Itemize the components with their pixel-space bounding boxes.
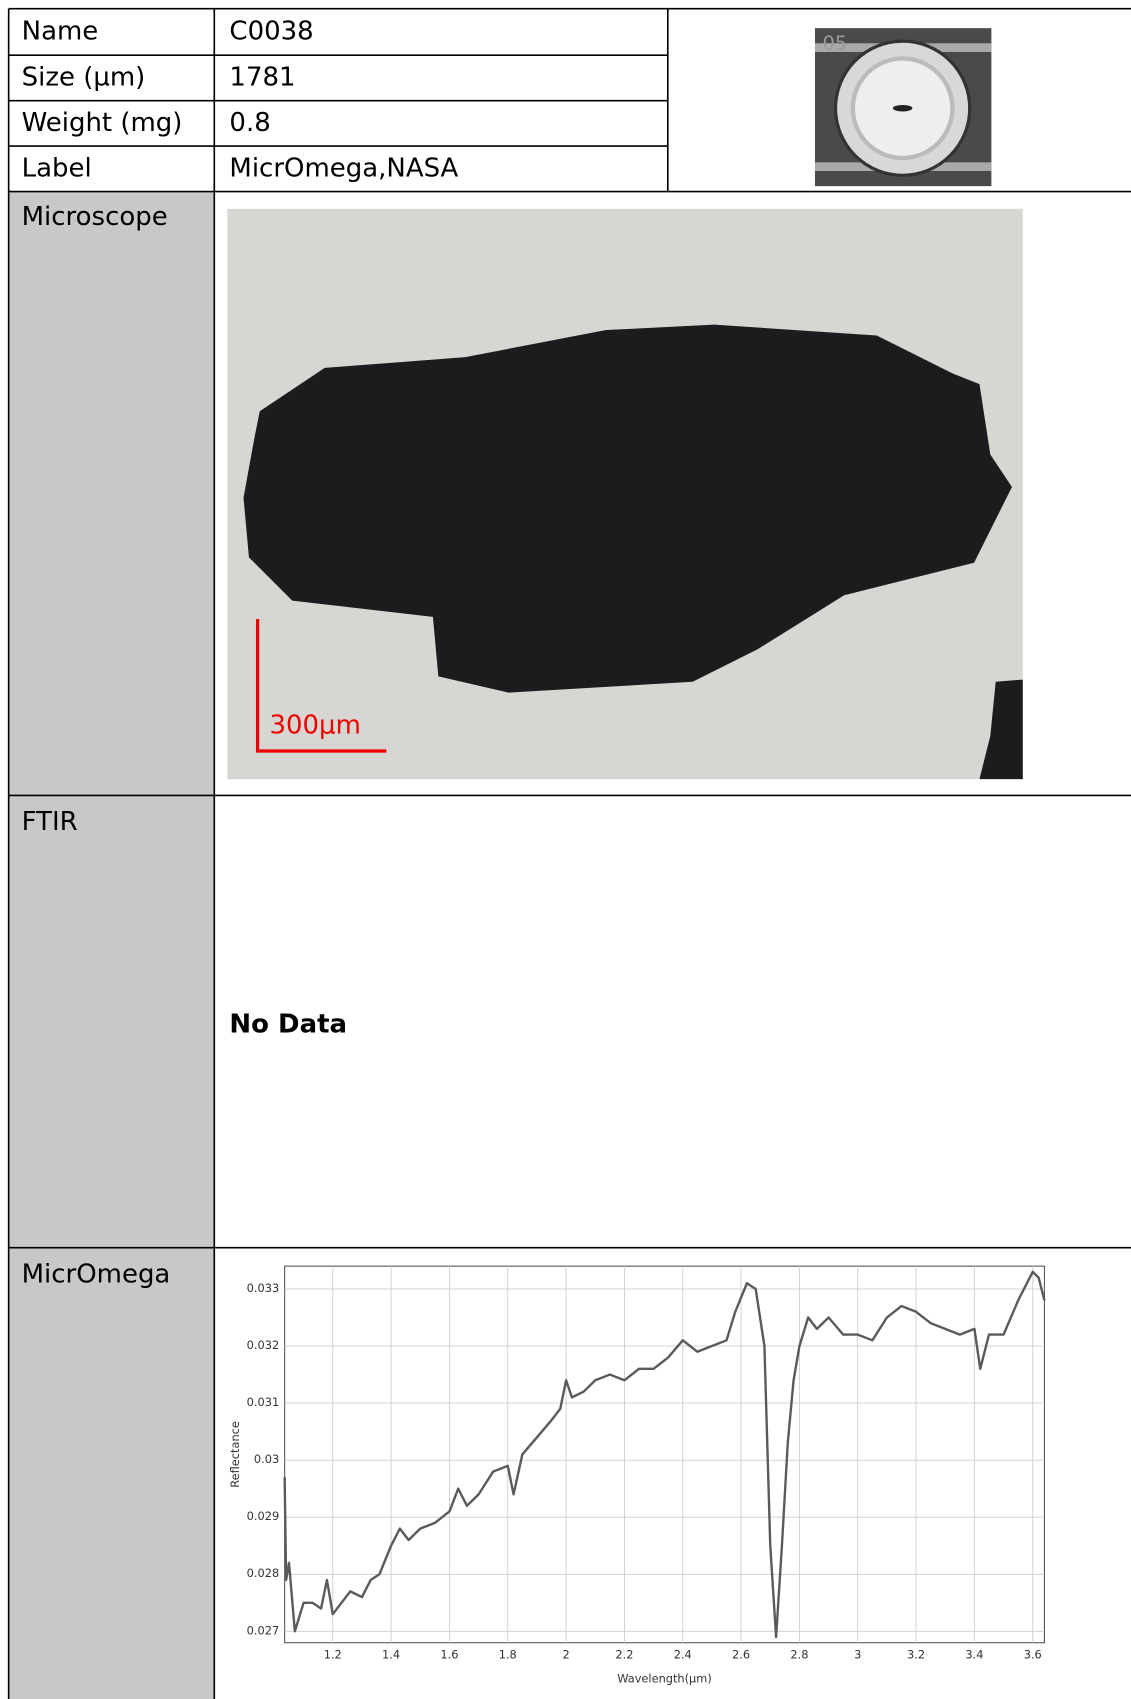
x-tick-label: 3 [854, 1648, 861, 1662]
x-tick-label: 2.6 [732, 1648, 750, 1662]
row-value: 1781 [229, 62, 295, 92]
x-tick-label: 2.8 [790, 1648, 808, 1662]
x-tick-label: 2 [562, 1648, 569, 1662]
row-label: Name [22, 16, 99, 46]
row-label: Size (µm) [22, 62, 146, 92]
x-tick-label: 1.4 [382, 1648, 400, 1662]
no-data: No Data [229, 1009, 347, 1039]
thumbnail-sample [892, 104, 913, 112]
y-tick-label: 0.033 [247, 1281, 280, 1295]
data-line [283, 1270, 1046, 1639]
x-tick-label: 3.2 [907, 1648, 925, 1662]
chart: 1.2 1.4 1.6 1.8 2 2.2 2.4 2.6 2.8 3 3.2 3.4 3.6 0.027… [228, 1265, 1046, 1686]
row-label: Microscope [22, 202, 168, 232]
row-value: 0.8 [229, 108, 270, 138]
x-tick-label: 2.4 [674, 1648, 692, 1662]
sample-fragment [979, 679, 1023, 780]
row-label: FTIR [22, 807, 78, 837]
thumbnail-label: 05 [823, 32, 848, 55]
y-tick-label: 0.031 [247, 1395, 280, 1409]
x-tick-label: 1.6 [440, 1648, 458, 1662]
row-value: MicrOmega,NASA [229, 153, 458, 183]
y-tick-label: 0.027 [247, 1623, 280, 1637]
row-label: MicrOmega [22, 1259, 171, 1289]
y-tick-label: 0.028 [247, 1566, 280, 1580]
y-tick-label: 0.032 [247, 1338, 280, 1352]
x-axis-title: Wavelength(µm) [617, 1672, 712, 1686]
y-tick-label: 0.029 [247, 1509, 280, 1523]
plot-area [284, 1265, 1045, 1644]
x-tick-label: 3.4 [965, 1648, 983, 1662]
y-tick-label: 0.03 [254, 1452, 279, 1466]
x-tick-label: 1.2 [324, 1648, 342, 1662]
x-tick-label: 2.2 [615, 1648, 633, 1662]
label-column [8, 191, 215, 1699]
row-label: Label [22, 153, 92, 183]
scale-bar-label: 300μm [269, 711, 360, 741]
scale-bar [255, 618, 387, 753]
x-tick-label: 3.6 [1024, 1648, 1042, 1662]
y-axis-title: Reflectance [228, 1421, 242, 1488]
sample [243, 324, 1012, 693]
x-tick-label: 1.8 [499, 1648, 517, 1662]
row-label: Weight (mg) [22, 108, 183, 138]
table-borders [7, 7, 1131, 1699]
row-value: C0038 [229, 16, 313, 46]
